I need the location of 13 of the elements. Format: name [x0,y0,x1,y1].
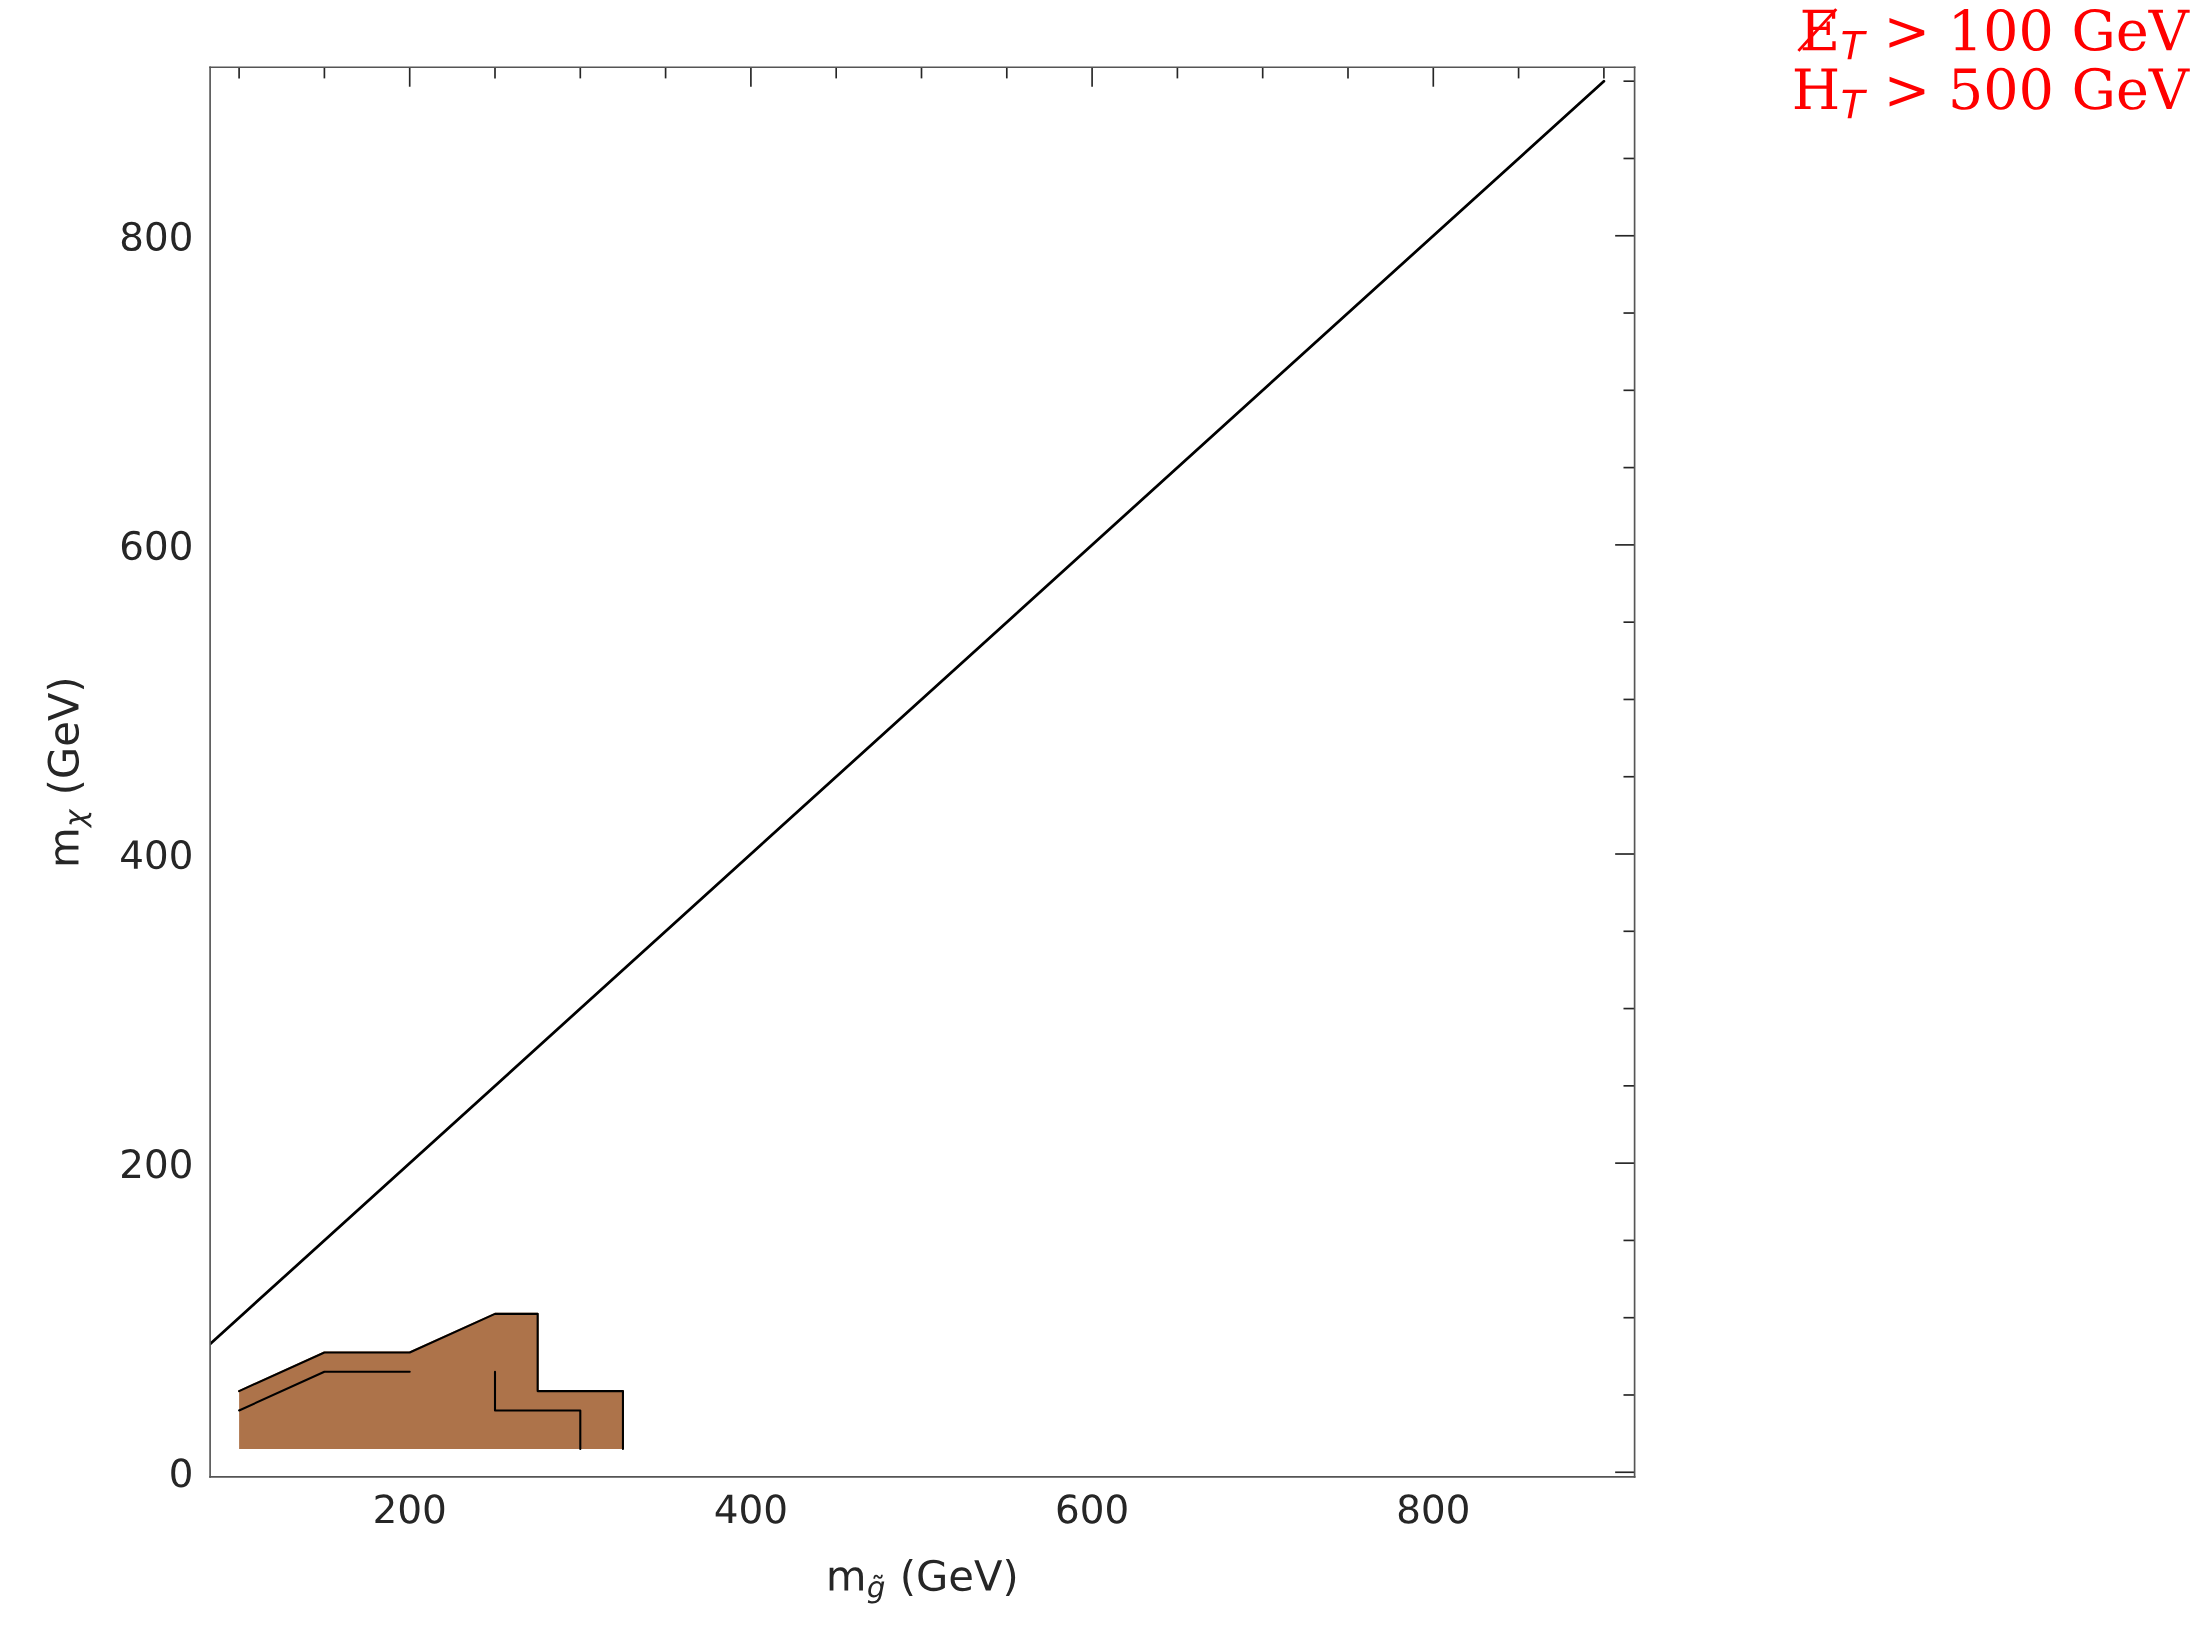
y-tick-label: 0 [171,1458,191,1488]
text: E̸$_{T}$ > 100 GeV [1797,8,2190,60]
x-axis-title: m$_{g̃}$ (GeV) [829,1558,1016,1604]
x-tick-label: 800 [1398,1494,1468,1524]
y-tick-label: 800 [121,221,191,252]
text: H$_{T}$ > 500 GeV [1794,67,2190,119]
x-tick-label: 400 [715,1494,786,1524]
x-tick-label: 600 [1057,1494,1127,1524]
x-tick-label: 200 [375,1494,445,1524]
y-tick-label: 600 [121,530,191,561]
y-axis-title: m$_{χ}$ (GeV) [46,679,92,865]
y-tick-label: 400 [121,839,191,870]
y-tick-label: 200 [122,1149,191,1179]
